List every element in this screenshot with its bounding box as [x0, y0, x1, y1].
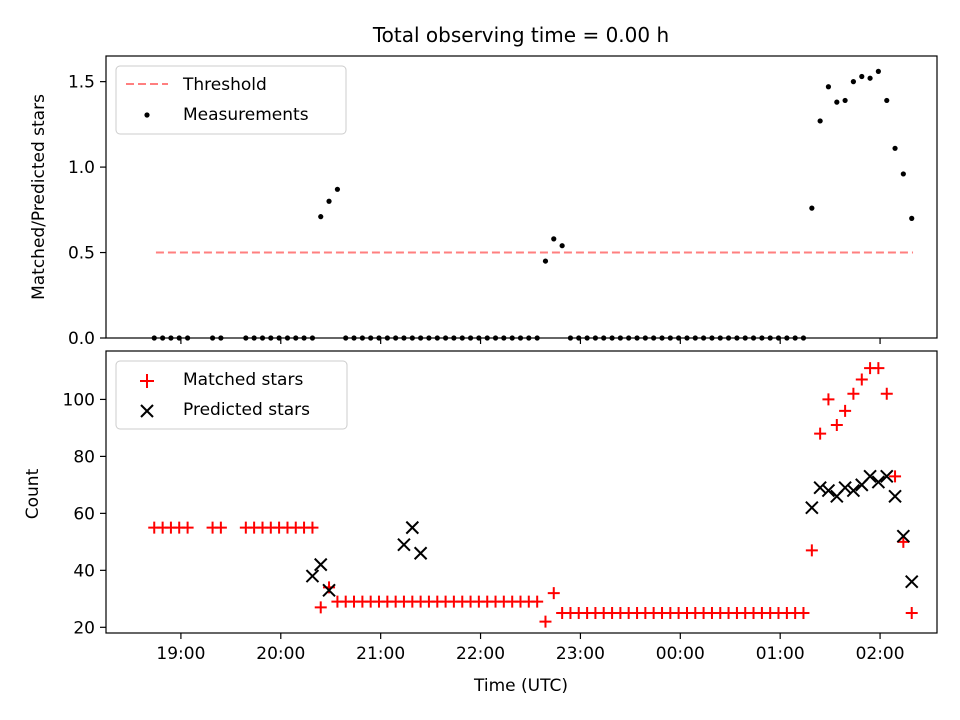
x-tick-label: 21:00	[356, 644, 405, 664]
bottom-legend-box	[115, 360, 348, 430]
bottom-legend: Matched stars Predicted stars	[115, 360, 348, 430]
predicted-star-point	[846, 483, 861, 498]
legend-measurements-swatch	[144, 112, 150, 118]
legend-measurements-label: Measurements	[183, 105, 309, 125]
measurement-point	[326, 198, 332, 204]
predicted-star-point	[863, 469, 877, 484]
top-panel: Total observing time = 0.00 h Matched/Pr…	[29, 23, 938, 349]
measurement-point	[825, 84, 832, 90]
matched-star-point	[805, 544, 818, 557]
matched-star-point	[531, 595, 544, 608]
top-y-tick-label: 1.5	[68, 73, 95, 93]
matched-star-point	[797, 607, 810, 620]
measurement-point	[817, 118, 823, 124]
predicted-star-point	[413, 546, 428, 560]
matched-star-point	[855, 373, 868, 386]
predicted-star-point	[397, 537, 411, 552]
measurement-point	[551, 236, 557, 242]
top-y-tick-label: 1.0	[68, 158, 95, 178]
predicted-star-point	[838, 481, 852, 495]
x-axis-label: Time (UTC)	[473, 676, 568, 696]
measurement-point	[859, 73, 865, 80]
legend-threshold-label: Threshold	[182, 75, 267, 95]
x-tick-label: 00:00	[656, 644, 705, 664]
top-y-tick-label: 0.5	[68, 244, 95, 264]
bottom-plot-area: 19:00 20:00 21:00 22:00 23:00 00:00 01:00 02:00…	[63, 362, 919, 664]
measurement-point	[809, 205, 815, 211]
bottom-y-axis-label: Count	[23, 468, 43, 519]
x-tick-label: 20:00	[256, 644, 305, 664]
matched-star-point	[306, 521, 319, 534]
top-plot-frame	[105, 55, 938, 339]
predicted-star-point	[322, 583, 336, 597]
bottom-y-tick-label: 20	[73, 618, 95, 638]
matched-star-point	[539, 615, 552, 628]
x-tick-label: 01:00	[756, 644, 805, 664]
matched-star-point	[897, 535, 910, 548]
bottom-y-tick-label: 40	[73, 561, 95, 581]
predicted-star-point	[896, 529, 911, 543]
measurement-point	[318, 214, 324, 220]
matched-star-point	[889, 470, 902, 483]
x-tick-label: 19:00	[156, 644, 205, 664]
matched-star-point	[314, 601, 327, 614]
matched-star-point	[905, 607, 918, 620]
measurement-point	[892, 145, 898, 151]
matched-star-point	[872, 362, 885, 375]
measurement-point	[884, 97, 890, 104]
predicted-star-point	[405, 520, 420, 535]
predicted-star-point	[813, 481, 827, 495]
matched-star-point	[847, 387, 860, 400]
x-tick-label: 22:00	[456, 644, 505, 664]
legend-matched-swatch	[140, 374, 154, 388]
x-tick-label: 02:00	[856, 644, 905, 664]
measurement-point	[559, 243, 565, 249]
bottom-y-tick-label: 80	[73, 447, 95, 467]
matched-star-point	[547, 587, 560, 600]
bottom-y-tick-label: 100	[63, 390, 95, 410]
predicted-star-point	[314, 557, 328, 572]
legend-matched-label: Matched stars	[183, 370, 303, 390]
top-chart-title: Total observing time = 0.00 h	[372, 23, 669, 47]
matched-star-point	[214, 521, 227, 534]
measurement-point	[334, 186, 341, 192]
measurement-point	[834, 99, 840, 105]
bottom-plot-frame	[105, 350, 938, 634]
x-tick-label: 23:00	[556, 644, 605, 664]
matched-star-point	[822, 393, 835, 406]
matched-star-point	[839, 404, 852, 417]
matched-star-point	[830, 419, 843, 432]
measurement-point	[850, 79, 857, 85]
top-legend: Threshold Measurements	[115, 65, 347, 135]
bottom-panel: Count Time (UTC) 19:00 20:00 21:00 22:00 23:…	[23, 350, 938, 696]
top-legend-box	[115, 65, 347, 135]
top-y-tick-label: 0.0	[68, 329, 95, 349]
measurement-point	[867, 75, 873, 81]
matched-star-point	[814, 427, 827, 440]
top-y-axis-label: Matched/Predicted stars	[29, 94, 49, 300]
legend-predicted-swatch	[140, 404, 154, 418]
predicted-star-point	[905, 575, 919, 589]
matched-star-point	[181, 521, 194, 534]
predicted-star-point	[880, 469, 894, 484]
measurement-point	[900, 171, 906, 177]
matched-star-point	[880, 387, 893, 400]
predicted-star-point	[871, 475, 886, 489]
measurement-point	[909, 215, 915, 221]
predicted-star-point	[888, 489, 902, 503]
bottom-y-tick-label: 60	[73, 504, 95, 524]
predicted-star-point	[821, 483, 836, 498]
legend-predicted-label: Predicted stars	[183, 400, 310, 420]
measurement-point	[875, 68, 881, 74]
predicted-star-point	[305, 569, 320, 583]
measurement-point	[542, 258, 549, 264]
predicted-star-point	[805, 500, 819, 515]
measurement-point	[842, 97, 848, 104]
